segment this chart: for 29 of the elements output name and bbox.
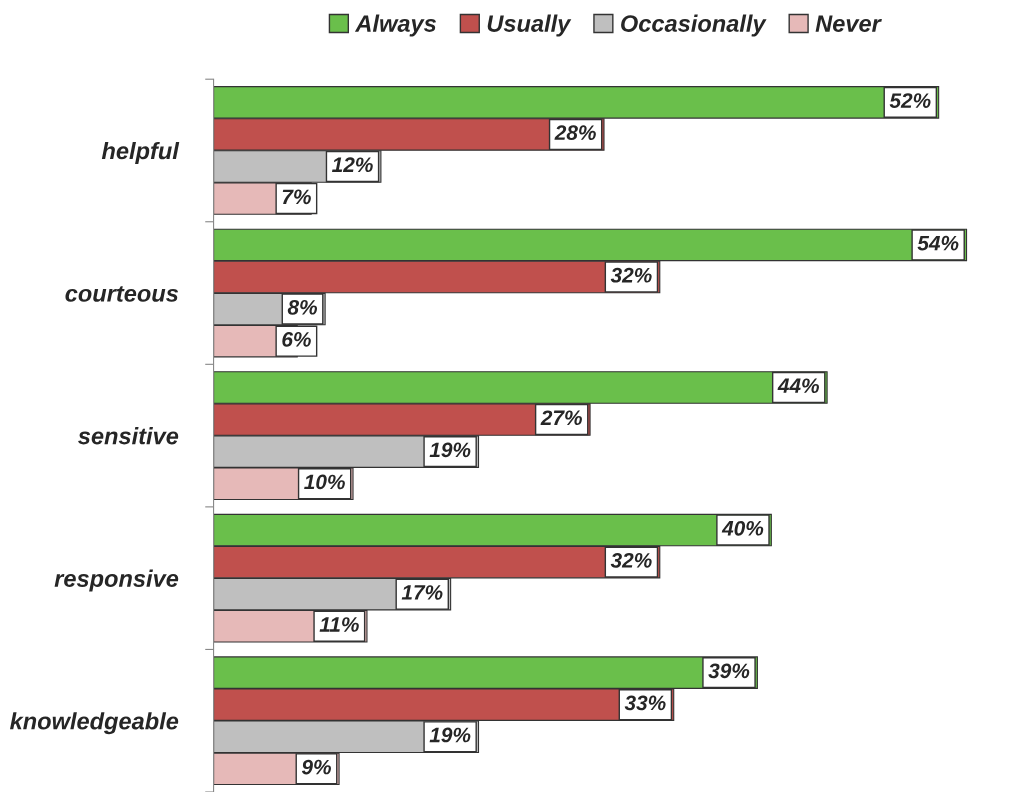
data-label: 54% bbox=[917, 235, 959, 251]
y-tick-label: helpful bbox=[101, 141, 180, 164]
data-label: 40% bbox=[721, 520, 764, 536]
data-label: 10% bbox=[304, 474, 345, 490]
legend-label: Usually bbox=[487, 14, 572, 37]
data-label: 28% bbox=[554, 125, 596, 141]
y-tick-label: sensitive bbox=[78, 427, 179, 445]
data-label: 32% bbox=[610, 552, 652, 568]
data-label: 7% bbox=[282, 189, 311, 205]
data-label: 52% bbox=[889, 93, 931, 108]
data-label: 19% bbox=[429, 442, 471, 458]
data-label: 17% bbox=[401, 585, 443, 600]
data-label: 32% bbox=[610, 267, 652, 283]
y-tick-label: courteous bbox=[65, 286, 179, 302]
data-label: 19% bbox=[429, 727, 471, 743]
data-label: 9% bbox=[301, 759, 331, 775]
legend-label: Never bbox=[815, 15, 882, 32]
data-label: 33% bbox=[624, 695, 666, 711]
data-label: 44% bbox=[777, 378, 819, 394]
data-label: 11% bbox=[319, 617, 359, 632]
data-label: 27% bbox=[540, 410, 582, 426]
legend-label: Occasionally bbox=[621, 14, 767, 37]
data-label: 12% bbox=[332, 157, 373, 173]
y-tick-label: knowledgeable bbox=[10, 712, 179, 735]
data-label: 39% bbox=[708, 663, 750, 679]
data-label: 6% bbox=[282, 331, 311, 347]
legend-label: Always bbox=[354, 14, 436, 37]
data-label: 8% bbox=[287, 299, 318, 315]
y-tick-label: responsive bbox=[54, 569, 179, 592]
